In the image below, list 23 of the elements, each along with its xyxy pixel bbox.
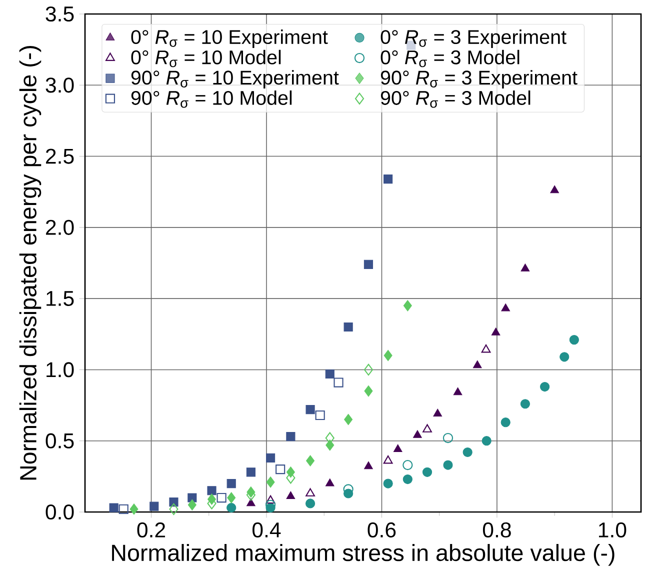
x-axis-title: Normalized maximum stress in absolute value (-) bbox=[112, 544, 614, 566]
y-tick-label: 0.5 bbox=[46, 433, 74, 448]
x-tick-label: 1.0 bbox=[599, 522, 626, 538]
y-tick-label: 3.0 bbox=[46, 78, 74, 93]
legend-label: 0° R$_{σ}$ = 3 Model bbox=[380, 50, 520, 68]
legend-label: 0° R$_{σ}$ = 3 Experiment bbox=[380, 30, 566, 48]
y-tick-label: 0.0 bbox=[46, 504, 74, 520]
y-tick-label: 2.0 bbox=[46, 220, 74, 235]
legend-label: 0° R$_{σ}$ = 10 Model bbox=[131, 50, 281, 68]
legend-label: 0° R$_{σ}$ = 10 Experiment bbox=[131, 30, 328, 48]
y-tick-label: 2.5 bbox=[46, 148, 74, 164]
legend-label: 90° R$_{σ}$ = 10 Experiment bbox=[131, 70, 339, 89]
x-tick-label: 0.6 bbox=[368, 522, 396, 538]
y-tick-label: 1.5 bbox=[46, 291, 74, 306]
y-tick-label: 3.5 bbox=[46, 6, 74, 22]
legend-label: 90° R$_{σ}$ = 3 Experiment bbox=[380, 70, 578, 89]
legend-label: 90° R$_{σ}$ = 3 Model bbox=[380, 90, 530, 108]
x-tick-label: 0.4 bbox=[252, 522, 281, 538]
x-tick-label: 0.2 bbox=[137, 522, 166, 538]
y-axis-title: Normalized dissipated energy per cycle (-) bbox=[19, 46, 42, 480]
legend-label: 90° R$_{σ}$ = 10 Model bbox=[131, 90, 292, 108]
x-tick-label: 0.8 bbox=[482, 522, 511, 538]
y-tick-label: 1.0 bbox=[46, 362, 74, 378]
